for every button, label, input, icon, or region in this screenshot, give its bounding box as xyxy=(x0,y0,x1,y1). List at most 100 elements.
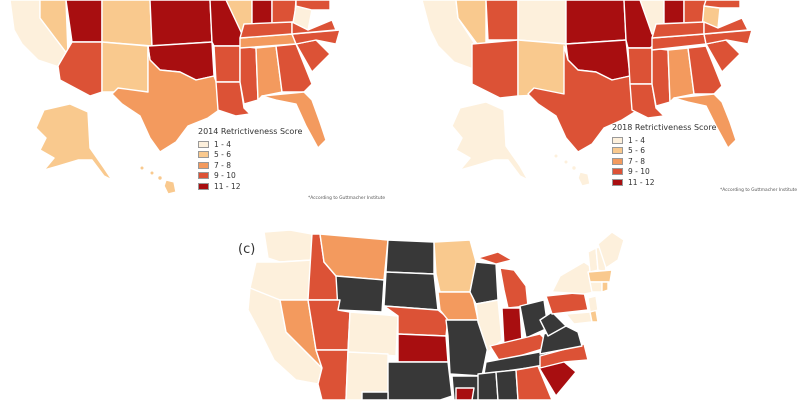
state-al-2014 xyxy=(255,45,283,101)
state-ok-c xyxy=(387,361,453,400)
legend-2014-swatch-2 xyxy=(198,151,209,159)
map-panel-c xyxy=(247,229,625,400)
legend-2018-swatch-1 xyxy=(612,136,623,144)
map-2014 xyxy=(9,0,341,195)
state-wi-c xyxy=(469,261,499,305)
legend-2014-item-4: 9 - 10 xyxy=(198,171,302,182)
legend-2014-swatch-3 xyxy=(198,161,209,169)
state-hi-3-2018 xyxy=(570,164,578,172)
legend-2018-item-3: 7 - 8 xyxy=(612,156,716,167)
state-ct-c xyxy=(589,281,603,293)
state-ga-c xyxy=(515,365,553,400)
legend-2018-item-5: 11 - 12 xyxy=(612,177,716,188)
state-wy-c xyxy=(335,275,385,313)
legend-2014-swatch-1 xyxy=(198,140,209,148)
legend-2014-item-3: 7 - 8 xyxy=(198,160,302,171)
legend-2018-label-3: 7 - 8 xyxy=(628,156,646,166)
legend-2018-item-2: 5 - 6 xyxy=(612,146,716,157)
state-nm-2014 xyxy=(101,41,149,93)
state-tx-2018 xyxy=(527,45,639,153)
legend-2018-title: 2018 Retrictiveness Score xyxy=(612,123,717,132)
legend-2018-swatch-2 xyxy=(612,147,623,155)
state-ga-2018 xyxy=(687,45,723,95)
state-ak-2018 xyxy=(451,101,529,181)
state-nm-c xyxy=(345,351,389,400)
state-ar-2014 xyxy=(213,45,241,83)
state-ks-2014 xyxy=(149,0,213,47)
state-fl-2014 xyxy=(261,91,327,149)
legend-2014-label-3: 7 - 8 xyxy=(214,160,232,170)
legend-2014-label-5: 11 - 12 xyxy=(214,181,241,191)
state-co-2014 xyxy=(101,0,153,47)
state-mi-up-c xyxy=(477,251,513,265)
legend-2018-item-1: 1 - 4 xyxy=(612,135,716,146)
state-sd-c xyxy=(383,271,439,311)
state-tx-c xyxy=(361,391,389,400)
state-co-c xyxy=(347,311,399,357)
legend-2018-label-5: 11 - 12 xyxy=(628,177,655,187)
state-ks-2018 xyxy=(565,0,627,45)
state-ut-2018 xyxy=(485,0,519,41)
state-ms-2018 xyxy=(651,47,671,107)
legend-2014-label-1: 1 - 4 xyxy=(214,139,232,149)
state-ms-c xyxy=(477,371,499,400)
state-ut-2014 xyxy=(65,0,103,43)
state-ga-2014 xyxy=(275,43,313,93)
legend-2014-swatch-5 xyxy=(198,182,209,190)
legend-2018-label-4: 9 - 10 xyxy=(628,167,650,176)
state-wv-c xyxy=(539,311,567,337)
legend-2018-swatch-3 xyxy=(612,157,623,165)
state-hi-1-2018 xyxy=(553,153,559,159)
state-la-c xyxy=(455,387,475,400)
state-ks-c xyxy=(397,333,449,363)
legend-2018-swatch-4 xyxy=(612,168,623,176)
legend-2014-title: 2014 Retrictiveness Score xyxy=(198,127,303,136)
state-fl-2018 xyxy=(673,93,737,149)
state-mn-c xyxy=(433,239,477,293)
state-wa-c xyxy=(263,229,313,263)
legend-2014-label-2: 5 - 6 xyxy=(214,150,232,159)
state-ri-c xyxy=(601,281,609,293)
state-ak-2014 xyxy=(35,103,113,181)
state-ma-c xyxy=(587,269,613,283)
source-note-2018: *According to Guttmacher Institute xyxy=(720,188,798,193)
source-note-2014: *According to Guttmacher Institute xyxy=(308,196,386,201)
legend-2014-label-4: 9 - 10 xyxy=(214,171,236,180)
legend-2014-swatch-4 xyxy=(198,172,209,180)
legend-2018-label-1: 1 - 4 xyxy=(628,135,646,145)
state-hi-2-2018 xyxy=(563,159,569,165)
legend-2018-label-2: 5 - 6 xyxy=(628,146,646,155)
legend-2014-item-5: 11 - 12 xyxy=(198,181,302,192)
state-hi-4-2014 xyxy=(163,179,177,195)
state-co-2018 xyxy=(517,0,567,45)
state-az-c xyxy=(315,349,349,400)
state-al-c xyxy=(495,369,519,400)
state-me-c xyxy=(597,231,625,269)
state-pa-2014 xyxy=(295,0,331,11)
state-nd-c xyxy=(385,239,435,275)
legend-2014-item-2: 5 - 6 xyxy=(198,150,302,161)
state-mi-c xyxy=(499,267,529,309)
legend-2014-item-1: 1 - 4 xyxy=(198,139,302,150)
state-hi-3-2014 xyxy=(156,174,164,182)
state-tx-2014 xyxy=(111,45,223,153)
state-va-2018 xyxy=(703,17,749,35)
state-az-2018 xyxy=(471,39,519,99)
legend-2014: 2014 Retrictiveness Score 1 - 4 5 - 6 7 … xyxy=(198,128,302,192)
state-va-2014 xyxy=(291,19,337,35)
panel-c-label: (c) xyxy=(238,242,256,257)
state-hi-2-2014 xyxy=(149,170,155,176)
legend-2018: 2018 Retrictiveness Score 1 - 4 5 - 6 7 … xyxy=(612,124,716,188)
legend-2018-item-4: 9 - 10 xyxy=(612,167,716,178)
state-pa-c xyxy=(545,291,589,315)
legend-2018-swatch-5 xyxy=(612,178,623,186)
map-2018 xyxy=(421,0,753,187)
state-ar-2018 xyxy=(627,47,653,85)
state-pa-2018 xyxy=(703,0,741,9)
state-nm-2018 xyxy=(517,39,567,97)
state-al-2018 xyxy=(667,47,695,103)
state-hi-4-2018 xyxy=(577,171,591,187)
state-md-c xyxy=(565,311,593,325)
state-hi-1-2014 xyxy=(139,165,145,171)
